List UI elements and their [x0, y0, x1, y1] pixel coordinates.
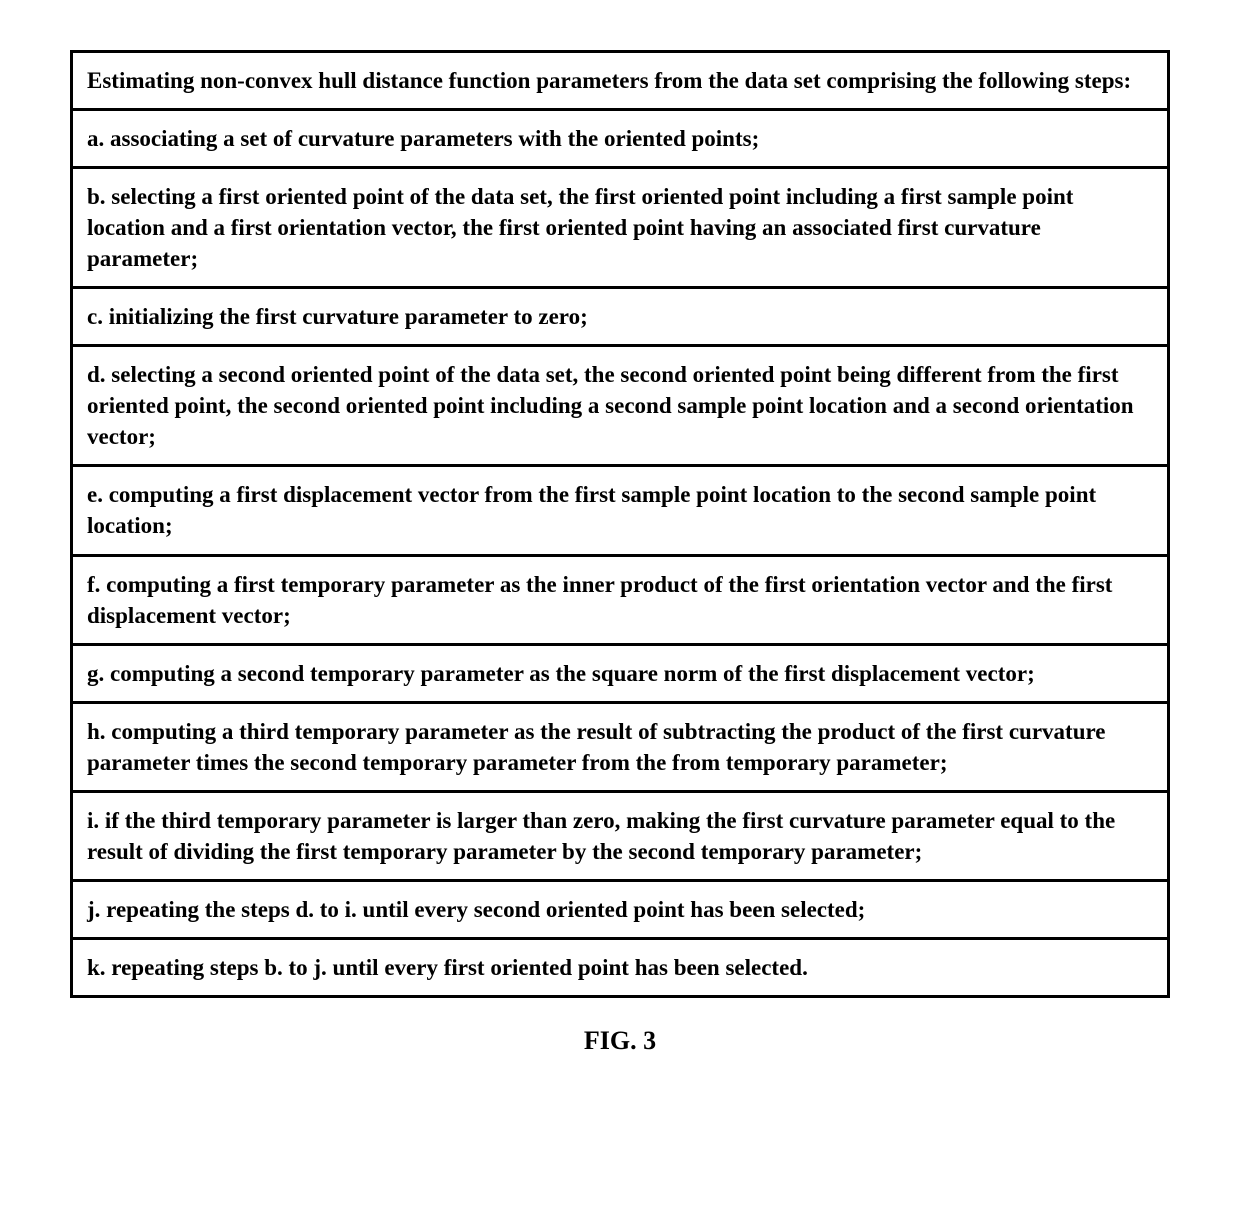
- table-row: g. computing a second temporary paramete…: [73, 646, 1167, 704]
- table-row: f. computing a first temporary parameter…: [73, 557, 1167, 646]
- table-header-row: Estimating non-convex hull distance func…: [73, 53, 1167, 111]
- table-row: d. selecting a second oriented point of …: [73, 347, 1167, 467]
- figure-caption: FIG. 3: [70, 1026, 1170, 1056]
- steps-table: Estimating non-convex hull distance func…: [70, 50, 1170, 998]
- table-row: j. repeating the steps d. to i. until ev…: [73, 882, 1167, 940]
- table-row: i. if the third temporary parameter is l…: [73, 793, 1167, 882]
- table-row: h. computing a third temporary parameter…: [73, 704, 1167, 793]
- table-row: b. selecting a first oriented point of t…: [73, 169, 1167, 289]
- table-row: k. repeating steps b. to j. until every …: [73, 940, 1167, 995]
- table-row: e. computing a first displacement vector…: [73, 467, 1167, 556]
- table-row: c. initializing the first curvature para…: [73, 289, 1167, 347]
- table-row: a. associating a set of curvature parame…: [73, 111, 1167, 169]
